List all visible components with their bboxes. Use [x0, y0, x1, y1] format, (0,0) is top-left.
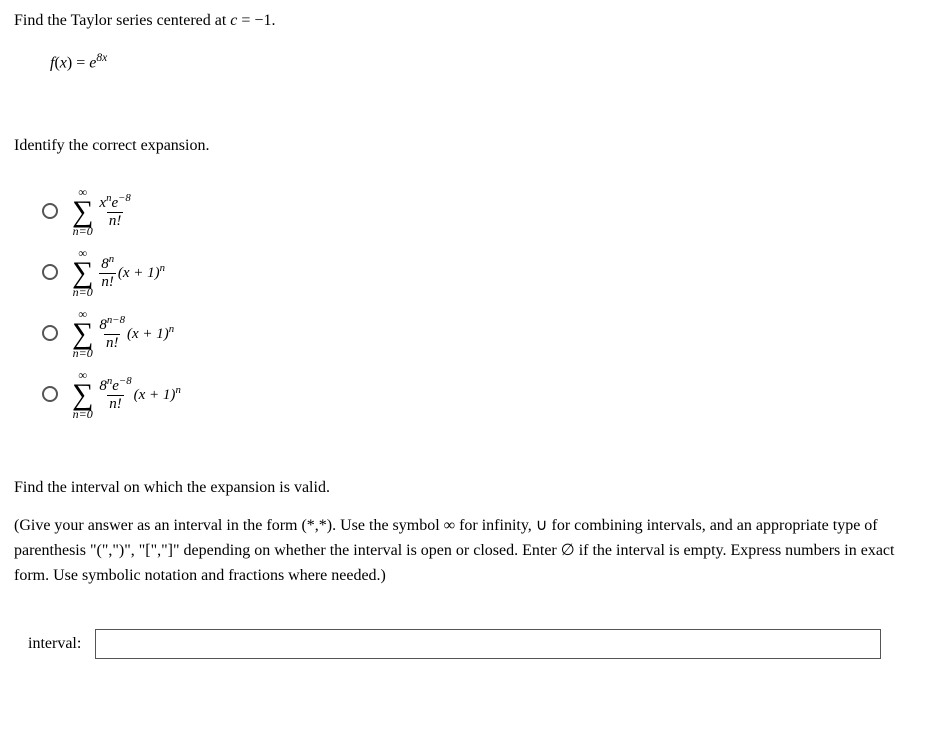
o3aa: (x + 1)	[127, 326, 169, 342]
o4aa: (x + 1)	[134, 387, 176, 403]
q3-prompt: Find the interval on which the expansion…	[14, 476, 928, 501]
option-2[interactable]: ∞ ∑ n=0 8n n! (x + 1)n	[42, 247, 928, 298]
frac-3: 8n−8 n!	[99, 314, 125, 353]
radio-3[interactable]	[42, 325, 58, 341]
opt2-after: (x + 1)n	[118, 262, 165, 282]
o2ns: n	[109, 253, 114, 265]
interval-row: interval:	[28, 629, 928, 659]
q3-block: Find the interval on which the expansion…	[14, 476, 928, 589]
opt3-after: (x + 1)n	[127, 323, 174, 343]
q1-text-c: = −1.	[237, 12, 275, 29]
sum-sigma-2: ∑	[72, 259, 93, 286]
o2na: 8	[101, 256, 109, 272]
frac1-den: n!	[107, 212, 124, 230]
frac3-num: 8n−8	[99, 314, 125, 334]
sum-bottom-2: n=0	[73, 286, 93, 298]
sum-bottom: n=0	[73, 225, 93, 237]
frac1-num: xne−8	[99, 192, 130, 212]
sum-4: ∞ ∑ n=0	[72, 369, 93, 420]
sum-sigma-4: ∑	[72, 381, 93, 408]
o4ns2: −8	[119, 375, 132, 387]
radio-2[interactable]	[42, 264, 58, 280]
sum-1: ∞ ∑ n=0	[72, 186, 93, 237]
fx-exp: 8x	[96, 52, 107, 64]
o3ns: n−8	[107, 314, 125, 326]
frac3-den: n!	[104, 334, 121, 352]
interval-label: interval:	[28, 635, 81, 653]
q2-prompt: Identify the correct expansion.	[14, 135, 928, 157]
fx-expression: f(x) = e8x	[50, 50, 928, 75]
o3na: 8	[99, 317, 107, 333]
o2aa: (x + 1)	[118, 265, 160, 281]
sum-bottom-3: n=0	[73, 347, 93, 359]
option-4[interactable]: ∞ ∑ n=0 8ne−8 n! (x + 1)n	[42, 369, 928, 420]
sum-sigma-3: ∑	[72, 320, 93, 347]
frac-2: 8n n!	[99, 253, 116, 292]
fx-eq: ) =	[67, 55, 89, 72]
frac2-num: 8n	[101, 253, 114, 273]
interval-input[interactable]	[95, 629, 881, 659]
sum-3: ∞ ∑ n=0	[72, 308, 93, 359]
frac4-num: 8ne−8	[99, 375, 131, 395]
o4as: n	[175, 384, 180, 396]
o4nb: e	[112, 378, 119, 394]
o4na: 8	[99, 378, 107, 394]
sum-bottom-4: n=0	[73, 408, 93, 420]
frac-1: xne−8 n!	[99, 192, 130, 231]
radio-1[interactable]	[42, 203, 58, 219]
q1-prompt: Find the Taylor series centered at c = −…	[14, 10, 928, 32]
o2as: n	[160, 262, 165, 274]
options-group: ∞ ∑ n=0 xne−8 n! ∞ ∑ n=0 8n n! (x + 1)n	[42, 186, 928, 420]
sum-2: ∞ ∑ n=0	[72, 247, 93, 298]
frac4-den: n!	[107, 395, 124, 413]
radio-4[interactable]	[42, 386, 58, 402]
option-3[interactable]: ∞ ∑ n=0 8n−8 n! (x + 1)n	[42, 308, 928, 359]
sum-sigma: ∑	[72, 198, 93, 225]
option-1[interactable]: ∞ ∑ n=0 xne−8 n!	[42, 186, 928, 237]
o3as: n	[169, 323, 174, 335]
frac2-den: n!	[99, 273, 116, 291]
opt4-after: (x + 1)n	[134, 384, 181, 404]
q1-text-a: Find the Taylor series centered at	[14, 12, 230, 29]
q3-hint: (Give your answer as an interval in the …	[14, 514, 928, 588]
fx-x: x	[60, 55, 67, 72]
frac-4: 8ne−8 n!	[99, 375, 131, 414]
o1ns2: −8	[118, 192, 131, 204]
